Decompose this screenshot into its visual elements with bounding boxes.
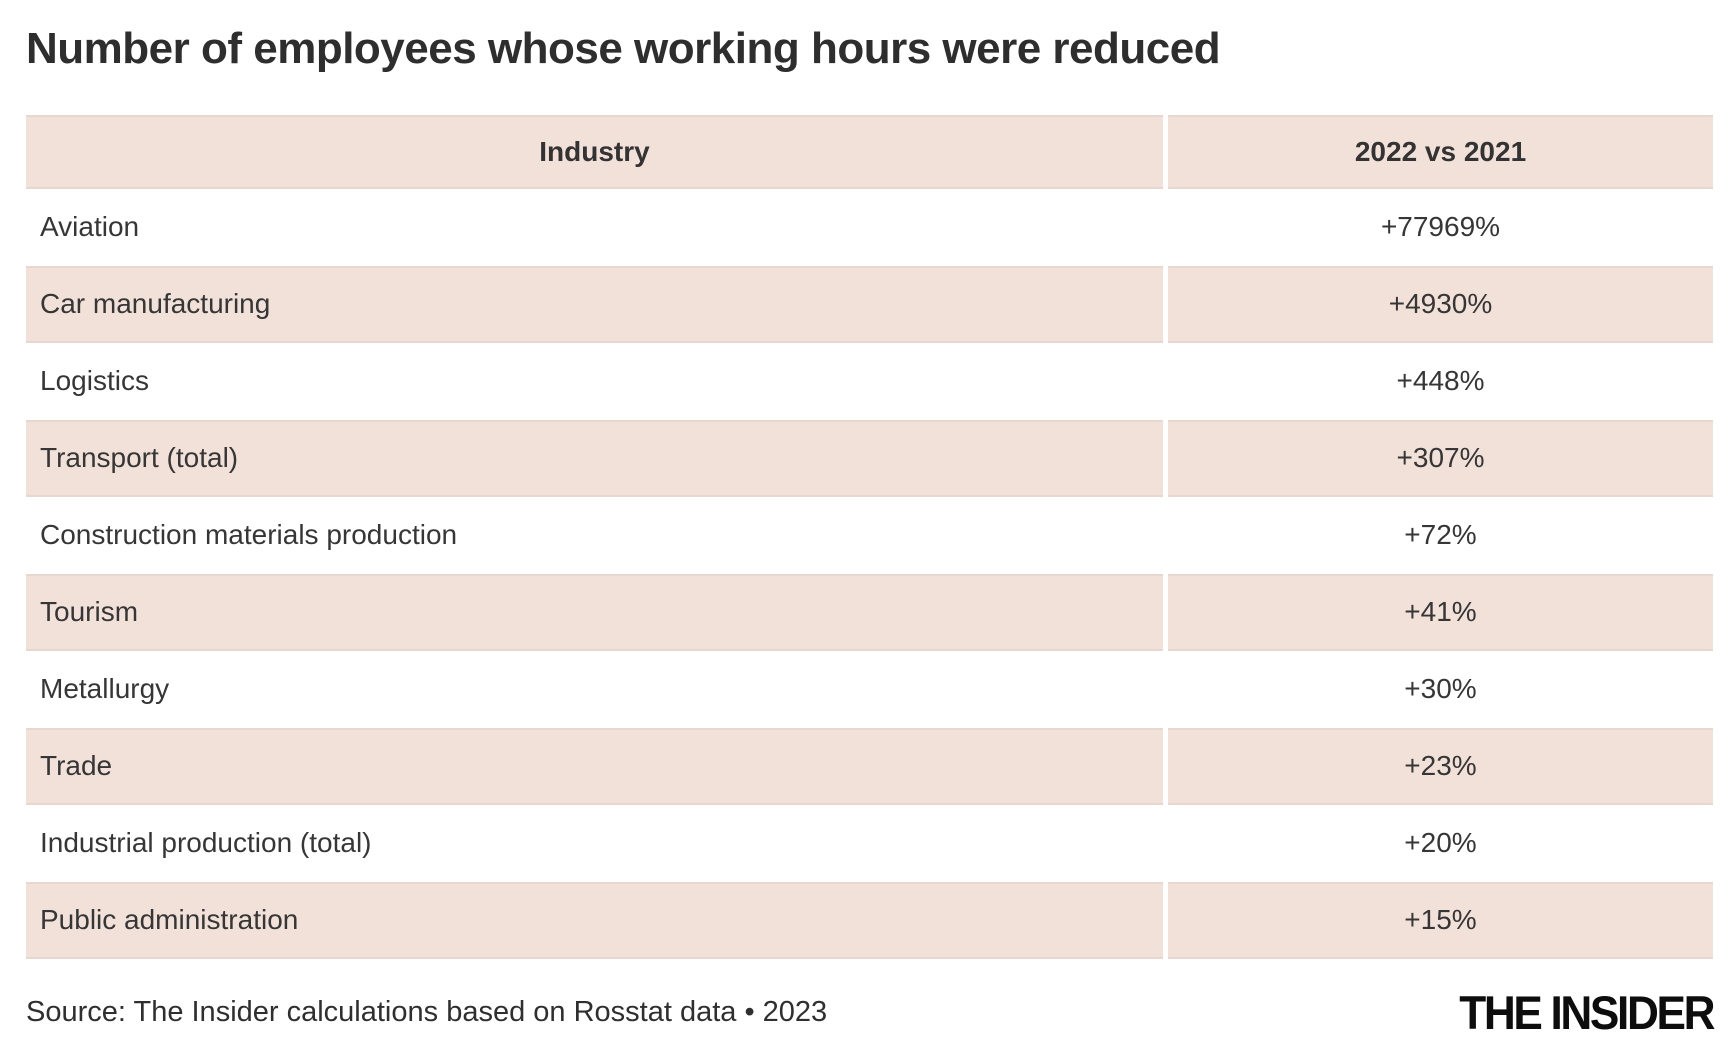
change-cell: +23% bbox=[1168, 727, 1713, 805]
change-cell: +307% bbox=[1168, 419, 1713, 497]
table-header-row: Industry 2022 vs 2021 bbox=[26, 114, 1713, 189]
table-row: Trade +23% bbox=[26, 727, 1713, 805]
change-cell: +30% bbox=[1404, 673, 1477, 705]
industry-cell: Industrial production (total) bbox=[40, 827, 372, 859]
change-cell: +20% bbox=[1404, 827, 1477, 859]
table-row: Construction materials production +72% bbox=[26, 497, 1713, 574]
footer: Source: The Insider calculations based o… bbox=[26, 985, 1715, 1040]
table-row: Public administration +15% bbox=[26, 881, 1713, 959]
page-title: Number of employees whose working hours … bbox=[26, 24, 1221, 73]
column-header-industry: Industry bbox=[26, 114, 1163, 189]
data-table: Industry 2022 vs 2021 Aviation +77969% C… bbox=[26, 114, 1713, 959]
table-row: Transport (total) +307% bbox=[26, 419, 1713, 497]
change-cell: +72% bbox=[1404, 519, 1477, 551]
industry-cell: Aviation bbox=[40, 211, 140, 243]
brand-logo: THE INSIDER bbox=[1459, 985, 1715, 1039]
table-row: Aviation +77969% bbox=[26, 189, 1713, 266]
industry-cell: Car manufacturing bbox=[26, 265, 1163, 343]
table-row: Metallurgy +30% bbox=[26, 651, 1713, 728]
table-row: Industrial production (total) +20% bbox=[26, 805, 1713, 882]
change-cell: +15% bbox=[1168, 881, 1713, 959]
industry-cell: Tourism bbox=[26, 573, 1163, 651]
industry-cell: Public administration bbox=[26, 881, 1163, 959]
industry-cell: Logistics bbox=[40, 365, 149, 397]
table-row: Car manufacturing +4930% bbox=[26, 265, 1713, 343]
change-cell: +41% bbox=[1168, 573, 1713, 651]
change-cell: +77969% bbox=[1380, 211, 1501, 243]
industry-cell: Construction materials production bbox=[40, 519, 458, 551]
table-row: Logistics +448% bbox=[26, 343, 1713, 420]
industry-cell: Metallurgy bbox=[40, 673, 170, 705]
industry-cell: Transport (total) bbox=[26, 419, 1163, 497]
table-row: Tourism +41% bbox=[26, 573, 1713, 651]
industry-cell: Trade bbox=[26, 727, 1163, 805]
source-text: Source: The Insider calculations based o… bbox=[26, 995, 828, 1028]
change-cell: +448% bbox=[1396, 365, 1485, 397]
column-header-change: 2022 vs 2021 bbox=[1168, 114, 1713, 189]
change-cell: +4930% bbox=[1168, 265, 1713, 343]
